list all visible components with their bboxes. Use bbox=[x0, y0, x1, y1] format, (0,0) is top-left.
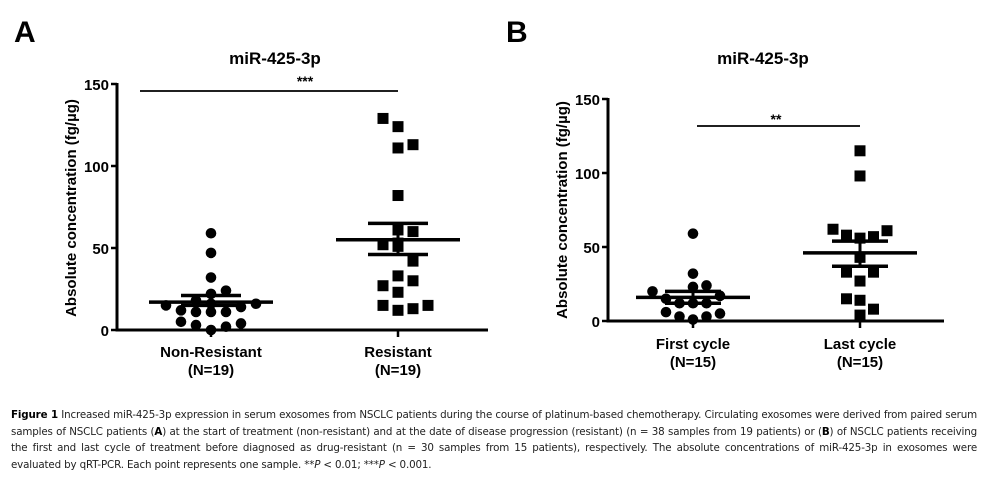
panel-b-point-first-cycle bbox=[647, 286, 658, 297]
panel-a-point-resistant bbox=[407, 255, 419, 267]
panel-a-significance-label: *** bbox=[297, 73, 314, 89]
panel-b-point-last-cycle bbox=[854, 232, 866, 244]
panel-a-point-non-resistant bbox=[205, 272, 217, 283]
panel-a-point-non-resistant bbox=[190, 319, 202, 331]
panel-b-point-last-cycle bbox=[868, 303, 879, 315]
panel-a-point-resistant bbox=[407, 139, 419, 151]
panel-b-point-last-cycle bbox=[881, 225, 893, 237]
panel-b-point-last-cycle bbox=[854, 309, 866, 321]
panel-a-point-resistant bbox=[392, 190, 404, 202]
panel-b-letter: B bbox=[506, 16, 528, 49]
panel-b-y-tick-label: 0 bbox=[592, 314, 600, 331]
panel-a-category-label-1: Resistant bbox=[364, 344, 432, 361]
caption-panel-ref: B bbox=[821, 425, 830, 438]
panel-b-y-tick-label: 50 bbox=[583, 240, 600, 257]
panel-b-y-axis-label: Absolute concentration (fg/µg) bbox=[554, 101, 571, 319]
panel-a-point-resistant bbox=[407, 303, 419, 315]
caption-line-1: derived from paired serum samples of NSC… bbox=[11, 409, 978, 438]
panel-b-point-last-cycle bbox=[854, 145, 866, 157]
panel-b-point-first-cycle bbox=[687, 268, 699, 279]
panel-a-point-resistant bbox=[407, 275, 419, 287]
panel-a-y-tick-label: 0 bbox=[101, 323, 109, 340]
panel-a-point-non-resistant bbox=[175, 305, 187, 316]
panel-a-point-resistant bbox=[392, 142, 404, 154]
panel-a-point-resistant bbox=[377, 239, 389, 251]
panel-a-y-tick-label: 50 bbox=[92, 241, 109, 258]
panel-b-point-last-cycle bbox=[841, 229, 852, 241]
panel-a-y-tick-label: 150 bbox=[84, 77, 109, 94]
panel-b-significance-label: ** bbox=[771, 111, 782, 127]
panel-a-point-non-resistant bbox=[205, 324, 217, 336]
caption-p-symbol: P bbox=[378, 458, 385, 471]
panel-a-marks bbox=[149, 112, 460, 336]
panel-a-point-non-resistant bbox=[220, 321, 232, 333]
panel-b-point-first-cycle bbox=[687, 314, 699, 325]
panel-a-point-non-resistant bbox=[220, 306, 232, 318]
caption-p-symbol: P bbox=[314, 458, 321, 471]
panel-b-point-first-cycle bbox=[687, 228, 699, 239]
panel-b-category-label-0: First cycle bbox=[656, 336, 730, 353]
panel-b-point-last-cycle bbox=[868, 266, 879, 278]
caption-line-2: 19 patients) or (B) of NSCLC patients re… bbox=[11, 425, 978, 455]
panel-a-point-resistant bbox=[377, 299, 389, 311]
caption-panel-ref: A bbox=[154, 425, 163, 438]
panel-a: A miR-425-3p Absolute concentration (fg/… bbox=[14, 16, 488, 379]
panel-b-point-first-cycle bbox=[701, 311, 712, 322]
panel-b-point-first-cycle bbox=[714, 308, 726, 319]
panel-a-category-label-0: Non-Resistant bbox=[160, 344, 262, 361]
panel-b-title: miR-425-3p bbox=[717, 49, 809, 68]
panel-b-category-n-1: (N=15) bbox=[837, 354, 883, 371]
panel-b-point-last-cycle bbox=[841, 266, 852, 278]
panel-b-y-tick-label: 150 bbox=[575, 92, 600, 109]
panel-b-point-last-cycle bbox=[854, 170, 866, 182]
panel-a-point-resistant bbox=[377, 280, 389, 292]
panel-a-point-non-resistant bbox=[205, 227, 217, 239]
caption-line-3: absolute concentrations of miR-425-3p in… bbox=[11, 442, 978, 471]
panel-b-axes: 0 50 100 150 bbox=[575, 92, 944, 331]
figure: A miR-425-3p Absolute concentration (fg/… bbox=[14, 16, 944, 379]
panel-a-point-non-resistant bbox=[190, 306, 202, 318]
panel-b: B miR-425-3p Absolute concentration (fg/… bbox=[506, 16, 944, 371]
panel-b-point-first-cycle bbox=[701, 280, 712, 291]
panel-a-point-resistant bbox=[392, 121, 404, 133]
figure-caption: Figure 1 Increased miR-425-3p expression… bbox=[11, 407, 977, 473]
panel-b-category-label-1: Last cycle bbox=[824, 336, 897, 353]
panel-b-point-last-cycle bbox=[854, 275, 866, 287]
panel-a-point-resistant bbox=[377, 112, 389, 124]
panel-a-category-n-1: (N=19) bbox=[375, 362, 421, 379]
panel-a-point-non-resistant bbox=[235, 318, 247, 329]
panel-b-point-last-cycle bbox=[827, 223, 839, 235]
panel-a-point-non-resistant bbox=[220, 285, 232, 296]
panel-b-marks bbox=[636, 145, 917, 325]
panel-b-point-first-cycle bbox=[687, 281, 699, 293]
panel-a-y-tick-label: 100 bbox=[84, 159, 109, 176]
panel-b-point-last-cycle bbox=[868, 231, 879, 243]
panel-b-point-first-cycle bbox=[674, 311, 685, 322]
panel-a-axes: 0 50 100 150 bbox=[84, 77, 488, 340]
panel-b-y-tick-label: 100 bbox=[575, 166, 600, 183]
panel-b-point-last-cycle bbox=[854, 294, 866, 306]
panel-b-category-n-0: (N=15) bbox=[670, 354, 716, 371]
panel-a-category-n-0: (N=19) bbox=[188, 362, 234, 379]
panel-a-title: miR-425-3p bbox=[229, 49, 321, 68]
panel-a-y-axis-label: Absolute concentration (fg/µg) bbox=[63, 99, 80, 317]
caption-line-0: Increased miR-425-3p expression in serum… bbox=[61, 409, 840, 421]
panel-a-point-resistant bbox=[407, 226, 419, 238]
caption-figure-label: Figure 1 bbox=[11, 409, 58, 421]
panel-a-point-non-resistant bbox=[205, 247, 217, 259]
panel-a-point-resistant bbox=[392, 270, 404, 282]
panel-a-point-non-resistant bbox=[205, 306, 217, 318]
panel-b-point-last-cycle bbox=[841, 293, 852, 305]
panel-a-point-resistant bbox=[392, 286, 404, 298]
panel-a-point-non-resistant bbox=[175, 316, 187, 328]
panel-a-letter: A bbox=[14, 16, 36, 49]
panel-a-point-resistant bbox=[392, 304, 404, 316]
panel-b-point-first-cycle bbox=[660, 306, 672, 318]
panel-a-point-resistant bbox=[422, 299, 434, 311]
